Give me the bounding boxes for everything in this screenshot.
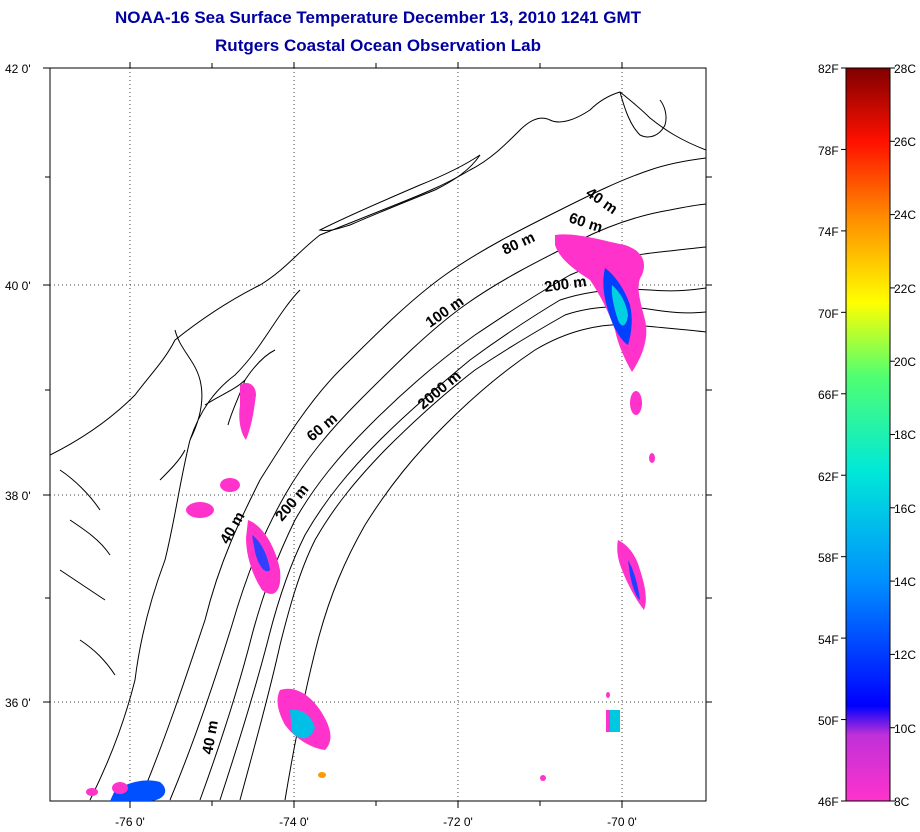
colorbar-f-label: 58F	[818, 551, 839, 565]
sst-patch-de-small	[186, 502, 214, 518]
sst-patch-nj-small	[220, 478, 240, 492]
lon-label: -74 0'	[279, 815, 309, 829]
colorbar-c-label: 26C	[894, 135, 916, 149]
colorbar-c-label: 22C	[894, 282, 916, 296]
sst-patch-speck-2	[606, 692, 610, 698]
colorbar-c-label: 24C	[894, 208, 916, 222]
cape-cod	[619, 91, 667, 138]
lat-label: 42 0'	[5, 62, 31, 76]
axis-ticks	[43, 62, 712, 808]
sst-patch-ne-south	[630, 391, 642, 415]
colorbar-c-label: 28C	[894, 62, 916, 76]
colorbar-f-labels: 82F 78F 74F 70F 66F 62F 58F 54F 50F 46F	[818, 62, 839, 809]
colorbar-f-label: 54F	[818, 633, 839, 647]
sst-patch-hatteras	[110, 780, 166, 801]
contour-60m	[169, 203, 706, 801]
coastline	[50, 91, 706, 456]
sst-patch-ne-cyan	[611, 285, 628, 326]
sst-patch-va-shelf-blue	[252, 535, 270, 572]
colorbar-c-label: 16C	[894, 502, 916, 516]
colorbar-f-label: 46F	[818, 795, 839, 809]
lat-label: 38 0'	[5, 489, 31, 503]
colorbar-c-label: 20C	[894, 355, 916, 369]
lon-label: -70 0'	[607, 815, 637, 829]
sst-patch-offshore-mid-blue	[628, 560, 640, 600]
contour-label-200m-ne: 200 m	[543, 273, 587, 296]
contour-40m	[139, 157, 706, 801]
lat-labels: 42 0' 40 0' 38 0' 36 0'	[5, 62, 31, 710]
colorbar-c-label: 10C	[894, 722, 916, 736]
colorbar-f-label: 70F	[818, 307, 839, 321]
sst-patch-offshore-small-edge	[606, 710, 610, 732]
colorbar-ticks	[841, 67, 895, 802]
map-frame	[49, 67, 707, 802]
sst-patch-ne-speck	[649, 453, 655, 463]
lon-label: -72 0'	[443, 815, 473, 829]
colorbar-c-label: 18C	[894, 428, 916, 442]
colorbar-c-labels: 28C 26C 24C 22C 20C 18C 16C 14C 12C 10C …	[894, 62, 916, 809]
lon-label: -76 0'	[115, 815, 145, 829]
colorbar-c-label: 12C	[894, 648, 916, 662]
colorbar-c-label: 14C	[894, 575, 916, 589]
sst-patch-nc-shelf-cyan	[290, 709, 315, 739]
colorbar-f-label: 74F	[818, 225, 839, 239]
long-island	[318, 154, 481, 231]
colorbar-f-label: 66F	[818, 388, 839, 402]
graticule	[50, 68, 706, 801]
map-subtitle: Rutgers Coastal Ocean Observation Lab	[215, 36, 541, 55]
map-title: NOAA-16 Sea Surface Temperature December…	[115, 8, 641, 27]
sst-patches	[86, 234, 655, 801]
sst-patch-warm-spot	[318, 772, 326, 778]
colorbar-f-label: 50F	[818, 714, 839, 728]
sst-patch-hatteras-pink	[112, 782, 128, 794]
lon-labels: -76 0' -74 0' -72 0' -70 0'	[115, 815, 637, 829]
sst-patch-west-edge	[86, 788, 98, 796]
colorbar-c-label: 8C	[894, 795, 910, 809]
contour-label-40m-south: 40 m	[199, 719, 222, 756]
sst-patch-nj-nearshore	[239, 383, 256, 440]
lat-label: 40 0'	[5, 279, 31, 293]
inner-bay-coast	[89, 289, 301, 801]
colorbar-f-label: 78F	[818, 144, 839, 158]
lat-label: 36 0'	[5, 696, 31, 710]
sst-patch-speck-3	[540, 775, 546, 781]
colorbar	[845, 67, 891, 802]
colorbar-f-label: 62F	[818, 470, 839, 484]
colorbar-f-label: 82F	[818, 62, 839, 76]
estuary-detail	[59, 449, 186, 676]
